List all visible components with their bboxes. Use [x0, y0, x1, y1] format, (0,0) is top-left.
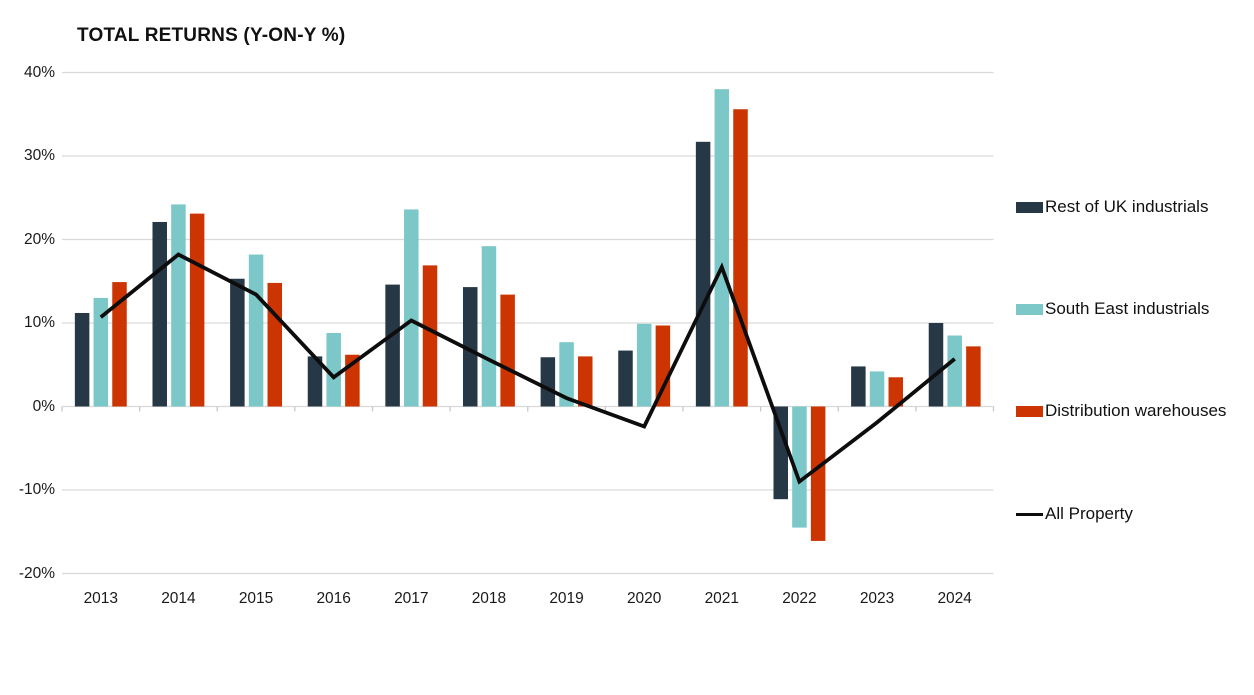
bar-2019-distribution-warehouses: [578, 356, 593, 407]
bar-2016-south-east-industrials: [326, 333, 341, 407]
bar-2021-rest-of-uk-industrials: [695, 141, 711, 407]
legend-item-all-property: All Property: [1016, 501, 1133, 527]
bar-2022-distribution-warehouses: [810, 406, 826, 541]
y-axis-label: 0%: [32, 397, 55, 415]
legend-swatch-rest-of-uk-industrials-icon: [1016, 201, 1043, 213]
bar-2023-rest-of-uk-industrials: [851, 366, 866, 407]
bar-2017-rest-of-uk-industrials: [385, 284, 400, 407]
bar-2018-south-east-industrials: [481, 246, 497, 407]
bar-2013-rest-of-uk-industrials: [74, 312, 90, 407]
bar-2021-south-east-industrials: [714, 89, 730, 407]
bar-2014-distribution-warehouses: [189, 213, 205, 407]
bar-2022-south-east-industrials: [792, 406, 807, 528]
legend-swatch-all-property-line-icon: [1016, 512, 1043, 516]
bar-2018-distribution-warehouses: [500, 294, 515, 407]
x-axis-label: 2013: [83, 590, 119, 607]
bar-2015-distribution-warehouses: [267, 282, 283, 407]
y-axis-label: -10%: [18, 481, 55, 498]
x-axis-label: 2019: [549, 590, 584, 607]
bar-2013-south-east-industrials: [93, 297, 109, 407]
y-axis-label: 20%: [23, 230, 55, 248]
legend-label-south-east-industrials: South East industrials: [1045, 299, 1210, 318]
legend: Rest of UK industrials South East indust…: [1016, 0, 1254, 695]
y-axis-label: -20%: [18, 564, 55, 582]
all-property-line: [99, 252, 956, 485]
x-axis-label: 2021: [704, 590, 740, 607]
bar-2023-distribution-warehouses: [888, 377, 904, 407]
bar-2013-distribution-warehouses: [112, 282, 127, 407]
y-axis-label: 40%: [23, 63, 55, 81]
x-axis-label: 2023: [859, 590, 895, 607]
bar-2019-rest-of-uk-industrials: [540, 357, 556, 407]
x-axis-label: 2022: [782, 590, 817, 607]
legend-label-distribution-warehouses: Distribution warehouses: [1045, 401, 1227, 420]
bar-2020-rest-of-uk-industrials: [618, 350, 633, 407]
legend-label-rest-of-uk-industrials: Rest of UK industrials: [1045, 197, 1209, 216]
x-axis-label: 2020: [626, 590, 662, 607]
x-axis-label: 2024: [937, 590, 972, 607]
x-axis-label: 2017: [394, 590, 429, 607]
bar-2014-south-east-industrials: [171, 204, 186, 407]
bar-2024-south-east-industrials: [947, 335, 962, 407]
bar-2015-south-east-industrials: [248, 254, 264, 407]
x-axis-label: 2014: [161, 590, 196, 607]
x-axis-label: 2018: [471, 590, 507, 607]
legend-swatch-distribution-warehouses-icon: [1016, 405, 1043, 417]
bar-2024-distribution-warehouses: [966, 346, 981, 407]
legend-item-rest-of-uk-industrials: Rest of UK industrials: [1016, 194, 1208, 220]
bar-2024-rest-of-uk-industrials: [928, 323, 944, 407]
chart-title: TOTAL RETURNS (Y-ON-Y %): [77, 25, 346, 46]
x-axis-label: 2016: [316, 590, 351, 607]
x-axis-label: 2015: [238, 590, 274, 607]
bar-2017-distribution-warehouses: [422, 265, 438, 407]
legend-item-distribution-warehouses: Distribution warehouses: [1016, 398, 1226, 424]
bar-2020-south-east-industrials: [636, 323, 652, 407]
bar-2018-rest-of-uk-industrials: [462, 287, 478, 407]
bar-2019-south-east-industrials: [559, 342, 574, 407]
legend-label-all-property: All Property: [1045, 504, 1133, 523]
bar-2014-rest-of-uk-industrials: [152, 221, 167, 407]
legend-item-south-east-industrials: South East industrials: [1016, 296, 1209, 322]
y-axis-label: 10%: [23, 314, 55, 331]
bar-2022-rest-of-uk-industrials: [773, 406, 788, 500]
y-axis-label: 30%: [23, 147, 55, 164]
bar-2016-rest-of-uk-industrials: [307, 356, 323, 407]
bar-2020-distribution-warehouses: [655, 325, 671, 407]
legend-swatch-south-east-industrials-icon: [1016, 303, 1043, 315]
bar-2017-south-east-industrials: [404, 209, 419, 407]
bar-2023-south-east-industrials: [869, 371, 885, 407]
bar-2021-distribution-warehouses: [733, 109, 748, 407]
bar-2015-rest-of-uk-industrials: [230, 278, 245, 407]
